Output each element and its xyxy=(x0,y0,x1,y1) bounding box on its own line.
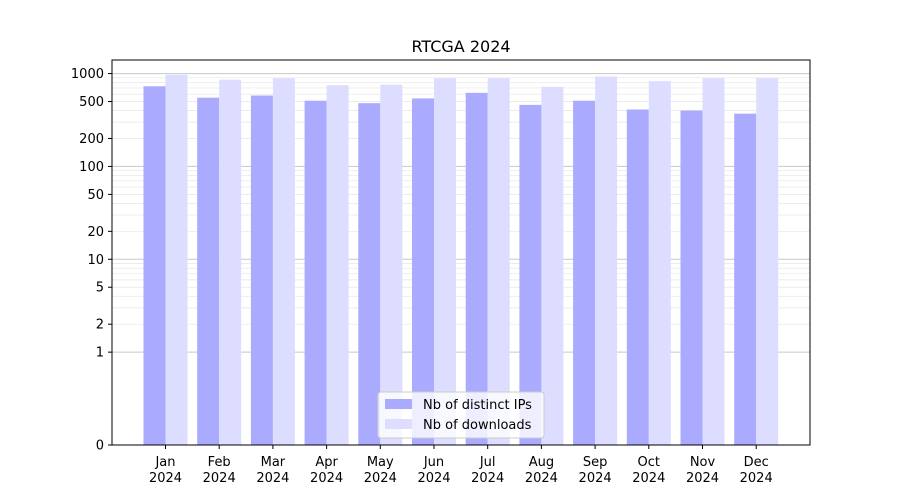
y-tick-label: 1000 xyxy=(71,67,104,82)
bar xyxy=(304,100,327,445)
bar xyxy=(165,74,188,446)
x-tick-label: Sep xyxy=(583,455,608,470)
bar xyxy=(487,78,510,445)
x-tick-label: Nov xyxy=(690,455,716,470)
legend-box xyxy=(377,391,545,439)
x-tick-label: Dec xyxy=(744,455,769,470)
y-tick-label: 50 xyxy=(87,188,104,203)
y-tick-label: 100 xyxy=(79,160,104,175)
legend-swatch xyxy=(385,399,412,409)
legend-label: Nb of distinct IPs xyxy=(423,398,532,413)
bar xyxy=(680,110,703,445)
x-tick-label: 2024 xyxy=(417,471,450,486)
bar xyxy=(519,104,542,446)
x-tick-label: 2024 xyxy=(149,471,182,486)
y-tick-label: 20 xyxy=(87,225,104,240)
legend-swatch xyxy=(385,419,412,429)
bar xyxy=(541,86,564,445)
bar xyxy=(250,95,273,445)
x-tick-label: Mar xyxy=(261,455,286,470)
x-tick-label: Feb xyxy=(208,455,231,470)
bar xyxy=(358,103,381,445)
x-tick-label: 2024 xyxy=(579,471,612,486)
y-tick-label: 1 xyxy=(96,346,104,361)
y-tick-label: 2 xyxy=(96,318,104,333)
bar xyxy=(380,84,403,445)
bar xyxy=(434,78,456,445)
plot-frame xyxy=(111,59,811,446)
x-tick-label: Jun xyxy=(423,455,444,470)
bar xyxy=(326,85,349,445)
x-tick-label: Apr xyxy=(315,455,338,470)
y-tick-label: 10 xyxy=(87,253,104,268)
bar xyxy=(219,79,242,446)
x-tick-label: Jan xyxy=(154,455,175,470)
x-tick-label: Oct xyxy=(638,455,660,470)
x-tick-label: 2024 xyxy=(632,471,665,486)
x-tick-label: Jul xyxy=(479,455,496,470)
bar xyxy=(734,113,757,445)
x-tick-label: 2024 xyxy=(686,471,719,486)
bar xyxy=(143,86,166,445)
x-tick-label: 2024 xyxy=(364,471,397,486)
y-tick-label: 5 xyxy=(96,281,104,296)
x-tick-label: 2024 xyxy=(471,471,504,486)
bar xyxy=(412,98,434,445)
x-tick-label: 2024 xyxy=(256,471,289,486)
chart-title: RTCGA 2024 xyxy=(411,37,510,56)
x-tick-label: Aug xyxy=(529,455,554,470)
bar xyxy=(197,97,220,446)
x-tick-label: 2024 xyxy=(740,471,773,486)
x-tick-label: 2024 xyxy=(203,471,236,486)
axes: 01251020501002005001000Jan2024Feb2024Mar… xyxy=(71,59,811,486)
bar xyxy=(272,78,295,445)
bar xyxy=(573,100,596,445)
bar xyxy=(648,81,671,445)
x-tick-label: May xyxy=(367,455,394,470)
legend-label: Nb of downloads xyxy=(423,418,532,433)
bar xyxy=(702,78,725,445)
x-tick-label: 2024 xyxy=(310,471,343,486)
y-tick-label: 0 xyxy=(96,439,104,454)
y-tick-label: 500 xyxy=(79,95,104,110)
bar xyxy=(465,92,488,445)
y-tick-label: 200 xyxy=(79,132,104,147)
bars xyxy=(143,74,779,446)
bar xyxy=(756,78,779,445)
legend: Nb of distinct IPs Nb of downloads xyxy=(377,391,545,439)
bar xyxy=(595,76,618,445)
x-tick-label: 2024 xyxy=(525,471,558,486)
bar xyxy=(626,109,649,446)
